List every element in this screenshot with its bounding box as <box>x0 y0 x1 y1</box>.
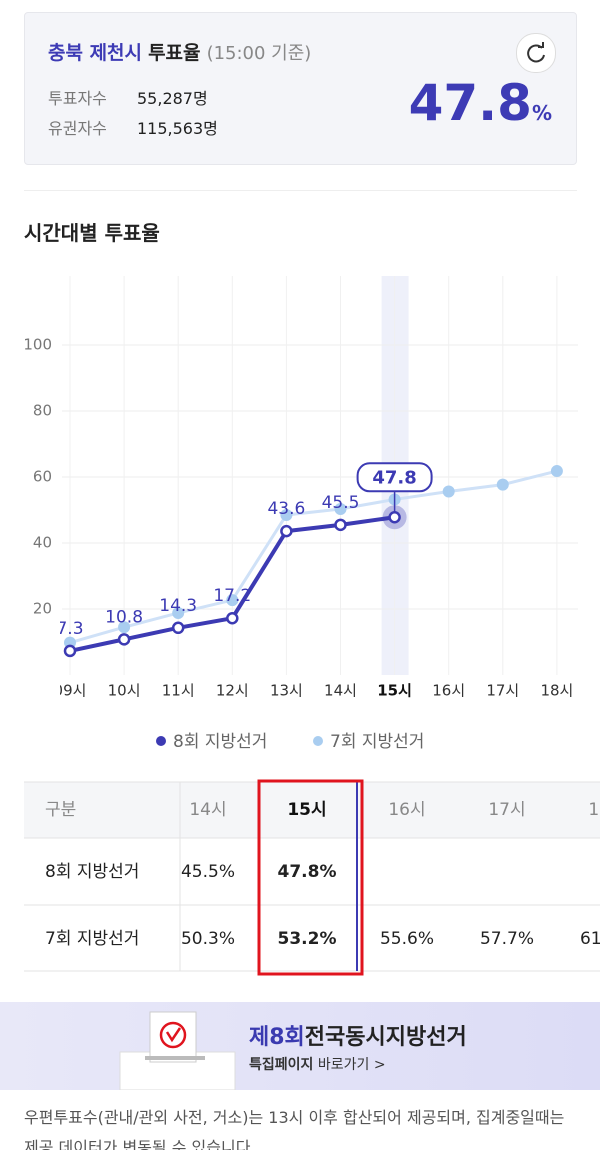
point <box>442 485 455 498</box>
x-tick-label: 14시 <box>324 682 357 700</box>
table-header: 18시 <box>588 800 600 820</box>
point <box>334 518 347 532</box>
basis: (15:00 기준) <box>206 43 312 64</box>
stat-value: 55,287명 <box>137 89 208 108</box>
data-label: 10.8 <box>105 607 143 627</box>
section-title: 시간대별 투표율 <box>24 221 160 245</box>
table-cell: 45.5% <box>181 862 235 882</box>
x-tick-label: 12시 <box>216 682 249 700</box>
y-tick-label: 40 <box>33 534 52 552</box>
table-cell: 57.7% <box>480 929 534 949</box>
table-cell: 61.8% <box>580 929 600 949</box>
table-cell: 50.3% <box>181 929 235 949</box>
point <box>280 508 293 521</box>
point <box>118 621 131 634</box>
callout-box <box>356 462 433 493</box>
stat-label: 유권자수 <box>48 119 107 138</box>
banner[interactable]: 제8회전국동시지방선거 특집페이지 바로가기 > <box>0 1002 600 1091</box>
table-header: 구분 <box>45 800 76 820</box>
x-tick-label: 17시 <box>486 682 519 700</box>
point <box>172 606 185 619</box>
data-label: 45.5 <box>322 493 360 513</box>
point <box>117 633 131 646</box>
table-header: 17시 <box>488 800 525 820</box>
table-header: 14시 <box>189 800 226 820</box>
rate: 47.8% <box>409 74 552 132</box>
series-line <box>69 469 558 645</box>
table-cell: 47.8% <box>278 862 337 882</box>
point <box>550 465 563 478</box>
point <box>226 611 239 625</box>
stat-label: 투표자수 <box>48 89 107 108</box>
stat-value: 115,563명 <box>137 119 218 138</box>
point <box>496 478 509 491</box>
x-tick-label: 18시 <box>540 682 573 700</box>
point <box>280 524 293 538</box>
title: 투표율 <box>148 42 201 64</box>
data-label: 7.3 <box>56 619 83 639</box>
point <box>334 503 347 516</box>
card-title: 충북 제천시 투표율 (15:00 기준) <box>48 38 311 65</box>
table-cell: 53.2% <box>278 929 337 949</box>
x-tick-label: 13시 <box>270 682 303 700</box>
data-label: 47.8 <box>372 467 416 488</box>
data-label: 17.2 <box>213 586 251 606</box>
point <box>388 511 401 524</box>
table-cell: 7회 지방선거 <box>45 929 139 949</box>
region: 충북 제천시 <box>48 42 143 64</box>
y-tick-label: 60 <box>33 468 52 486</box>
divider <box>24 190 577 191</box>
y-tick-label: 20 <box>33 600 52 618</box>
x-tick-label: 09시 <box>54 682 87 700</box>
x-tick-label: 15시 <box>377 682 412 700</box>
table-header: 15시 <box>287 800 326 820</box>
banner-title-rest: 전국동시지방선거 <box>304 1025 467 1050</box>
legend-swatch <box>156 736 166 746</box>
legend-label: 7회 지방선거 <box>330 732 424 752</box>
table-cell: 8회 지방선거 <box>45 862 139 882</box>
refresh-button[interactable] <box>516 33 556 73</box>
table-header: 16시 <box>388 800 425 820</box>
point <box>171 621 185 635</box>
point <box>63 644 77 658</box>
x-tick-label: 16시 <box>432 682 465 700</box>
banner-title: 제8회전국동시지방선거 <box>249 1019 467 1051</box>
refresh-icon <box>527 42 545 63</box>
banner-link-main: 특집페이지 <box>249 1057 314 1073</box>
x-tick-label: 11시 <box>162 682 195 700</box>
y-tick-label: 80 <box>33 402 52 420</box>
selection-box <box>257 779 364 976</box>
table-header-bg <box>24 782 600 838</box>
banner-title-em: 제8회 <box>249 1025 305 1050</box>
x-tick-label: 10시 <box>108 682 141 700</box>
legend-label: 8회 지방선거 <box>173 732 267 752</box>
notice: 우편투표수(관내/관외 사전, 거소)는 13시 이후 합산되어 제공되며, 집… <box>24 1108 565 1150</box>
point <box>226 594 239 607</box>
ballot-icon <box>119 1011 236 1091</box>
rate-unit: % <box>531 101 552 125</box>
rate-number: 47.8 <box>408 74 532 132</box>
legend-swatch <box>313 736 323 746</box>
banner-link-suffix: 바로가기 > <box>317 1057 386 1073</box>
summary-card <box>24 12 577 165</box>
y-tick-label: 100 <box>23 336 52 354</box>
table-cell: 55.6% <box>380 929 434 949</box>
data-label: 14.3 <box>159 596 197 616</box>
banner-link[interactable]: 특집페이지 바로가기 > <box>249 1054 386 1074</box>
data-label: 43.6 <box>267 499 305 519</box>
